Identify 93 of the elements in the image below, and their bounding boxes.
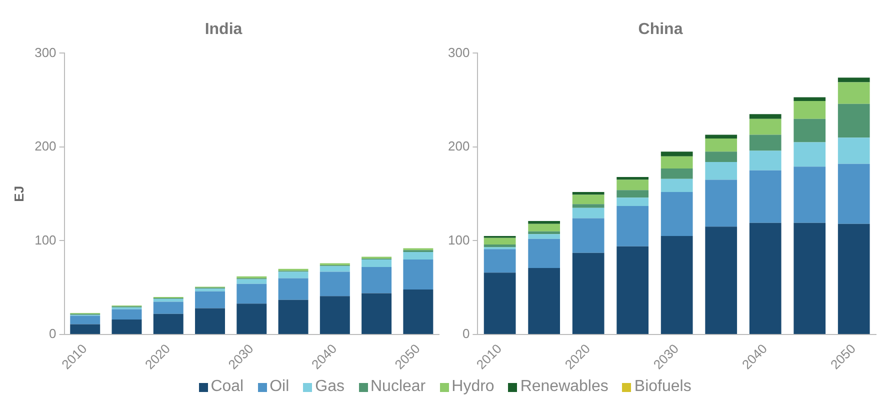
bar (403, 290, 434, 334)
bar (153, 314, 184, 334)
bar (484, 272, 516, 334)
bar (362, 260, 392, 268)
bar (112, 309, 142, 320)
bar (660, 192, 693, 236)
legend-label: Biofuels (634, 378, 692, 396)
bar (528, 224, 560, 232)
bar (153, 302, 184, 314)
bar (660, 168, 693, 179)
bar (749, 170, 782, 223)
bar (616, 246, 649, 334)
bar (236, 284, 267, 304)
bar (838, 224, 870, 334)
bar (838, 164, 870, 224)
bar (572, 192, 604, 195)
chart-title: China (638, 21, 683, 38)
legend-label: Gas (315, 378, 344, 396)
y-tick-label: 100 (448, 232, 470, 248)
bar (794, 97, 826, 102)
bar (749, 134, 782, 151)
bar (705, 138, 738, 152)
bar (749, 150, 782, 170)
y-axis-title: EJ (11, 186, 26, 202)
bar (403, 252, 434, 260)
bar (660, 178, 693, 192)
bar (660, 152, 693, 156)
bar (794, 142, 826, 167)
bar (278, 300, 308, 334)
bar (838, 82, 870, 104)
bar (195, 288, 225, 292)
bar (70, 324, 100, 334)
bar (572, 208, 604, 218)
bar (195, 308, 225, 334)
legend-label: Renewables (520, 378, 608, 396)
bar (660, 236, 693, 334)
bar (528, 268, 560, 334)
bar (705, 226, 738, 334)
bar (749, 118, 782, 135)
bar (616, 180, 649, 190)
bar (484, 238, 516, 244)
bar (794, 118, 826, 142)
bar (362, 293, 392, 334)
bar (749, 222, 782, 334)
legend-label: Nuclear (370, 378, 426, 396)
bar (320, 296, 350, 334)
bar (572, 204, 604, 208)
bar (70, 316, 100, 324)
bar (572, 252, 604, 334)
bar (528, 234, 560, 239)
bar (616, 198, 649, 206)
bar (616, 206, 649, 246)
bar (794, 166, 826, 223)
bar (572, 194, 604, 204)
bar (320, 266, 350, 272)
y-tick-label: 300 (34, 44, 56, 60)
y-tick-label: 200 (448, 138, 470, 154)
bar (705, 162, 738, 180)
bar (705, 152, 738, 162)
bar (278, 272, 308, 278)
bar (320, 272, 350, 296)
bar (794, 222, 826, 334)
bar (794, 101, 826, 119)
bar (616, 176, 649, 180)
legend-label: Oil (270, 378, 290, 396)
y-tick-label: 0 (462, 326, 470, 342)
bar (616, 190, 649, 198)
bar (705, 180, 738, 227)
bar (362, 267, 392, 294)
legend-label: Coal (210, 378, 244, 396)
bar (705, 134, 738, 139)
bar (236, 279, 267, 284)
bar (528, 238, 560, 268)
bar (484, 249, 516, 273)
y-tick-label: 200 (34, 138, 56, 154)
bar (484, 244, 516, 248)
legend-label: Hydro (452, 378, 494, 396)
bar (838, 138, 870, 164)
bar (403, 260, 434, 290)
bar (195, 291, 225, 308)
bar (838, 78, 870, 82)
y-tick-label: 100 (34, 232, 56, 248)
bar (236, 304, 267, 334)
bar (528, 221, 560, 224)
bar (572, 218, 604, 253)
bar (838, 104, 870, 138)
y-tick-label: 300 (448, 44, 470, 60)
chart-title: India (204, 21, 242, 38)
y-tick-label: 0 (49, 326, 56, 342)
bar (660, 156, 693, 169)
bar (278, 278, 308, 300)
bar (749, 114, 782, 119)
bar (112, 320, 142, 334)
